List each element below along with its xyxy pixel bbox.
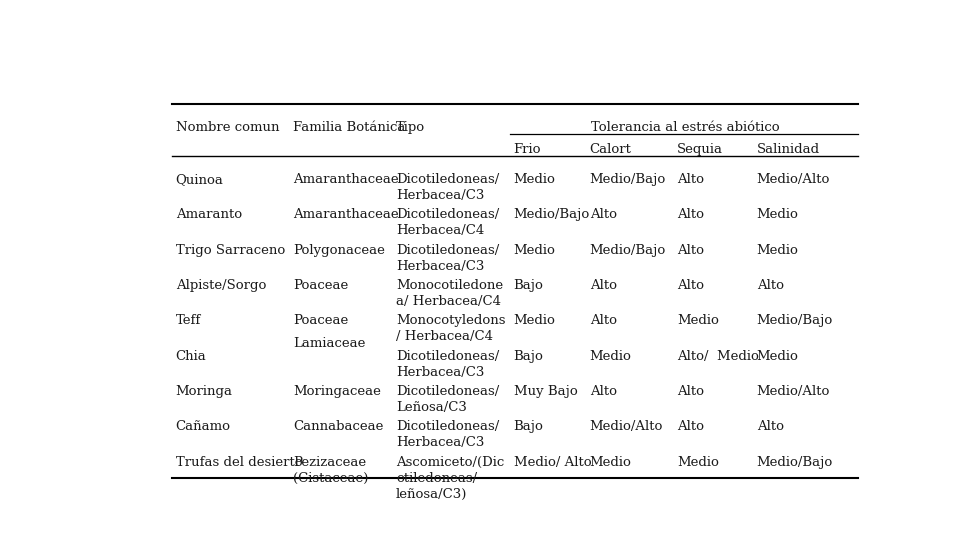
Text: Medio/Alto: Medio/Alto: [757, 173, 830, 186]
Text: Alto: Alto: [590, 208, 616, 221]
Text: Alto: Alto: [757, 421, 784, 433]
Text: Alto/  Medio: Alto/ Medio: [677, 349, 759, 363]
Text: Frio: Frio: [514, 143, 541, 156]
Text: Lamiaceae: Lamiaceae: [293, 337, 366, 349]
Text: Medio/Bajo: Medio/Bajo: [590, 173, 665, 186]
Text: Familia Botánica: Familia Botánica: [293, 121, 406, 134]
Text: Calort: Calort: [590, 143, 631, 156]
Text: Medio: Medio: [590, 349, 631, 363]
Text: Nombre comun: Nombre comun: [175, 121, 279, 134]
Text: Medio/Alto: Medio/Alto: [757, 385, 830, 398]
Text: Dicotiledoneas/
Leñosa/C3: Dicotiledoneas/ Leñosa/C3: [396, 385, 499, 414]
Text: Salinidad: Salinidad: [757, 143, 820, 156]
Text: Medio: Medio: [677, 314, 718, 327]
Text: Poaceae: Poaceae: [293, 314, 349, 327]
Text: Quinoa: Quinoa: [175, 173, 223, 186]
Text: Polygonaceae: Polygonaceae: [293, 244, 385, 256]
Text: Bajo: Bajo: [514, 279, 544, 292]
Text: Alto: Alto: [757, 279, 784, 292]
Text: Amaranto: Amaranto: [175, 208, 242, 221]
Text: Alto: Alto: [677, 208, 704, 221]
Text: Medio: Medio: [757, 208, 799, 221]
Text: Teff: Teff: [175, 314, 201, 327]
Text: Dicotiledoneas/
Herbacea/C3: Dicotiledoneas/ Herbacea/C3: [396, 349, 499, 379]
Text: Medio/Bajo: Medio/Bajo: [757, 456, 833, 469]
Text: Medio/Alto: Medio/Alto: [590, 421, 662, 433]
Text: Alto: Alto: [677, 173, 704, 186]
Text: Dicotiledoneas/
Herbacea/C3: Dicotiledoneas/ Herbacea/C3: [396, 244, 499, 273]
Text: Medio: Medio: [514, 173, 556, 186]
Text: Monocotiledone
a/ Herbacea/C4: Monocotiledone a/ Herbacea/C4: [396, 279, 503, 308]
Text: Alto: Alto: [677, 385, 704, 398]
Text: Moringa: Moringa: [175, 385, 232, 398]
Text: Alto: Alto: [677, 279, 704, 292]
Text: Medio: Medio: [590, 456, 631, 469]
Text: Ascomiceto/(Dic
otiledoneas/
leñosa/C3): Ascomiceto/(Dic otiledoneas/ leñosa/C3): [396, 456, 504, 501]
Text: Cannabaceae: Cannabaceae: [293, 421, 384, 433]
Text: Pezizaceae
(Cistaceae): Pezizaceae (Cistaceae): [293, 456, 368, 485]
Text: Cañamo: Cañamo: [175, 421, 230, 433]
Text: Chia: Chia: [175, 349, 207, 363]
Text: Amaranthaceae: Amaranthaceae: [293, 173, 399, 186]
Text: Sequia: Sequia: [677, 143, 723, 156]
Text: Medio/ Alto: Medio/ Alto: [514, 456, 591, 469]
Text: Alto: Alto: [677, 421, 704, 433]
Text: Medio/Bajo: Medio/Bajo: [757, 314, 833, 327]
Text: Tolerancia al estrés abiótico: Tolerancia al estrés abiótico: [591, 121, 780, 134]
Text: Trufas del desierto: Trufas del desierto: [175, 456, 302, 469]
Text: Medio/Bajo: Medio/Bajo: [514, 208, 590, 221]
Text: Alto: Alto: [590, 385, 616, 398]
Text: Dicotiledoneas/
Herbacea/C3: Dicotiledoneas/ Herbacea/C3: [396, 173, 499, 202]
Text: Dicotiledoneas/
Herbacea/C3: Dicotiledoneas/ Herbacea/C3: [396, 421, 499, 449]
Text: Alto: Alto: [590, 279, 616, 292]
Text: Monocotyledons
/ Herbacea/C4: Monocotyledons / Herbacea/C4: [396, 314, 506, 343]
Text: Bajo: Bajo: [514, 349, 544, 363]
Text: Bajo: Bajo: [514, 421, 544, 433]
Text: Medio: Medio: [514, 314, 556, 327]
Text: Medio/Bajo: Medio/Bajo: [590, 244, 665, 256]
Text: Alto: Alto: [590, 314, 616, 327]
Text: Dicotiledoneas/
Herbacea/C4: Dicotiledoneas/ Herbacea/C4: [396, 208, 499, 237]
Text: Tipo: Tipo: [396, 121, 425, 134]
Text: Moringaceae: Moringaceae: [293, 385, 381, 398]
Text: Alto: Alto: [677, 244, 704, 256]
Text: Medio: Medio: [677, 456, 718, 469]
Text: Medio: Medio: [757, 349, 799, 363]
Text: Muy Bajo: Muy Bajo: [514, 385, 577, 398]
Text: Alpiste/Sorgo: Alpiste/Sorgo: [175, 279, 266, 292]
Text: Medio: Medio: [757, 244, 799, 256]
Text: Trigo Sarraceno: Trigo Sarraceno: [175, 244, 285, 256]
Text: Amaranthaceae: Amaranthaceae: [293, 208, 399, 221]
Text: Poaceae: Poaceae: [293, 279, 349, 292]
Text: Medio: Medio: [514, 244, 556, 256]
